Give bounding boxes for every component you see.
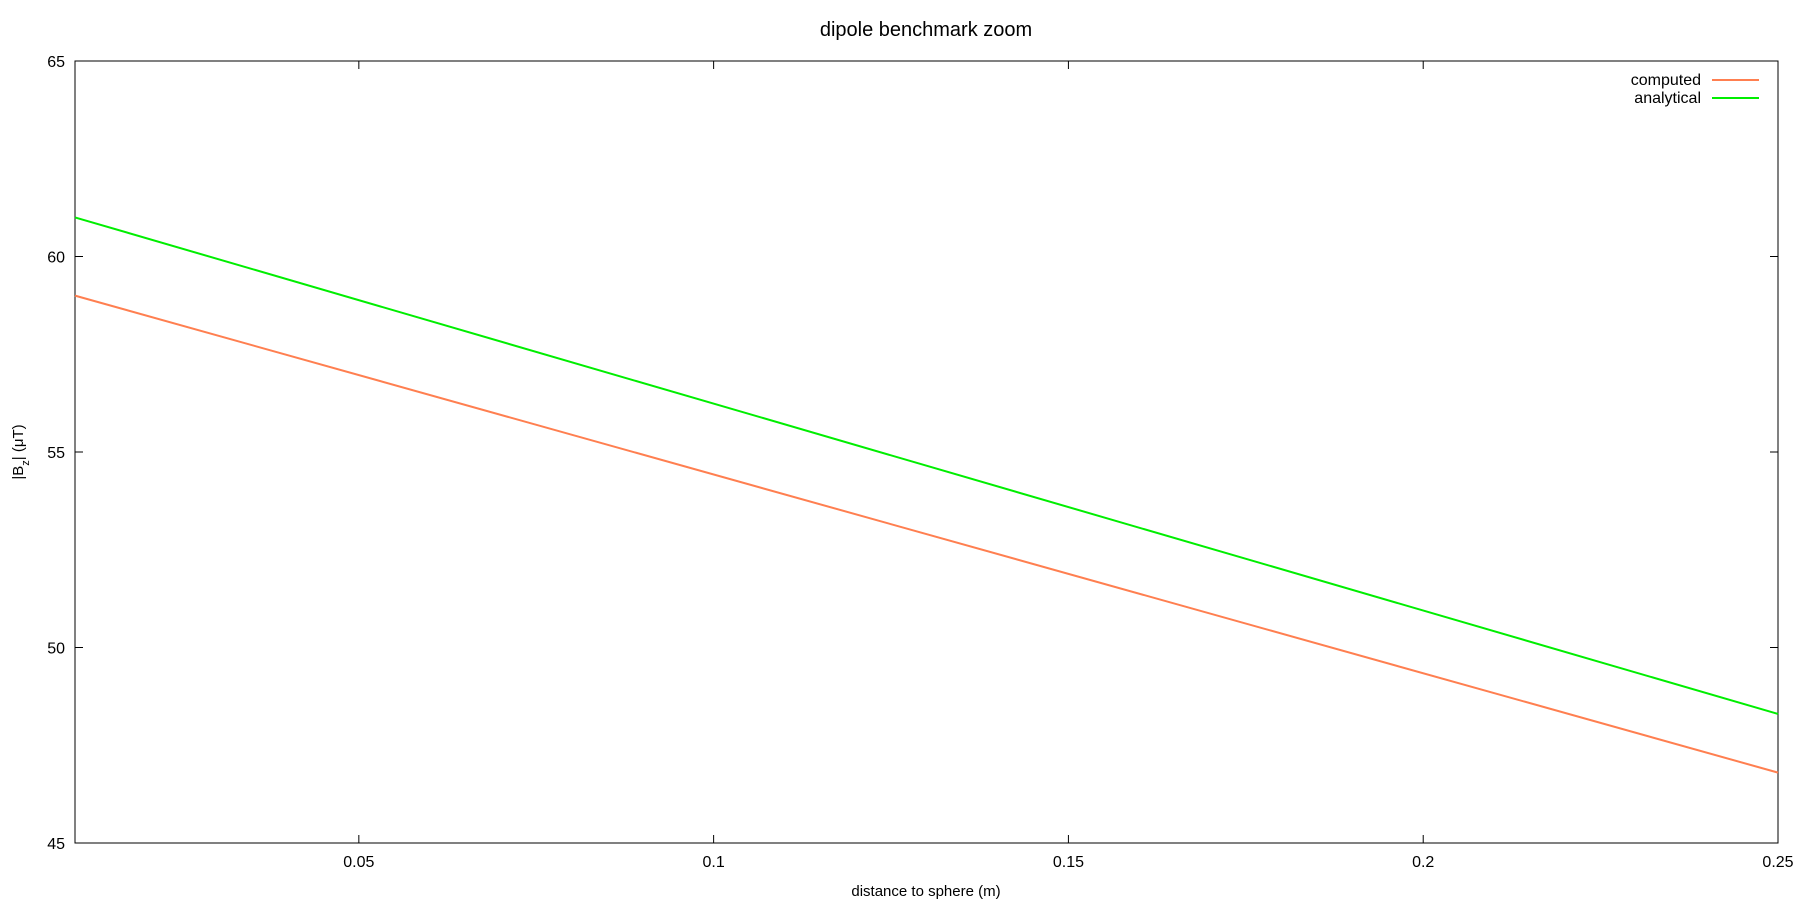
y-tick-label: 45 bbox=[47, 836, 65, 853]
plot-frame bbox=[74, 60, 1779, 844]
x-tick-label: 0.05 bbox=[343, 854, 374, 871]
y-tick-label: 65 bbox=[47, 54, 65, 71]
legend-label-analytical: analytical bbox=[1634, 90, 1701, 107]
series-line-computed bbox=[74, 294, 1779, 774]
chart-title: dipole benchmark zoom bbox=[820, 19, 1032, 41]
y-axis-label-suffix: | (μT) bbox=[10, 424, 27, 460]
x-tick-label: 0.1 bbox=[703, 854, 725, 871]
x-tick-label: 0.15 bbox=[1053, 854, 1084, 871]
x-axis-ticks: 0.05 0.1 0.15 0.2 0.25 bbox=[343, 61, 1794, 871]
y-tick-label: 50 bbox=[47, 641, 65, 658]
legend-label-computed: computed bbox=[1631, 72, 1701, 89]
y-tick-label: 55 bbox=[47, 445, 65, 462]
series-line-analytical bbox=[74, 216, 1779, 715]
x-tick-label: 0.2 bbox=[1412, 854, 1434, 871]
x-axis-label: distance to sphere (m) bbox=[851, 883, 1000, 900]
series-lines bbox=[74, 216, 1779, 774]
y-axis-label-prefix: |B bbox=[10, 466, 27, 480]
x-tick-label: 0.25 bbox=[1762, 854, 1793, 871]
y-axis-label-subscript: z bbox=[20, 460, 32, 466]
y-axis-ticks: 45 50 55 60 65 bbox=[47, 54, 1778, 853]
y-axis-label: |Bz| (μT) bbox=[10, 424, 32, 479]
y-tick-label: 60 bbox=[47, 250, 65, 267]
